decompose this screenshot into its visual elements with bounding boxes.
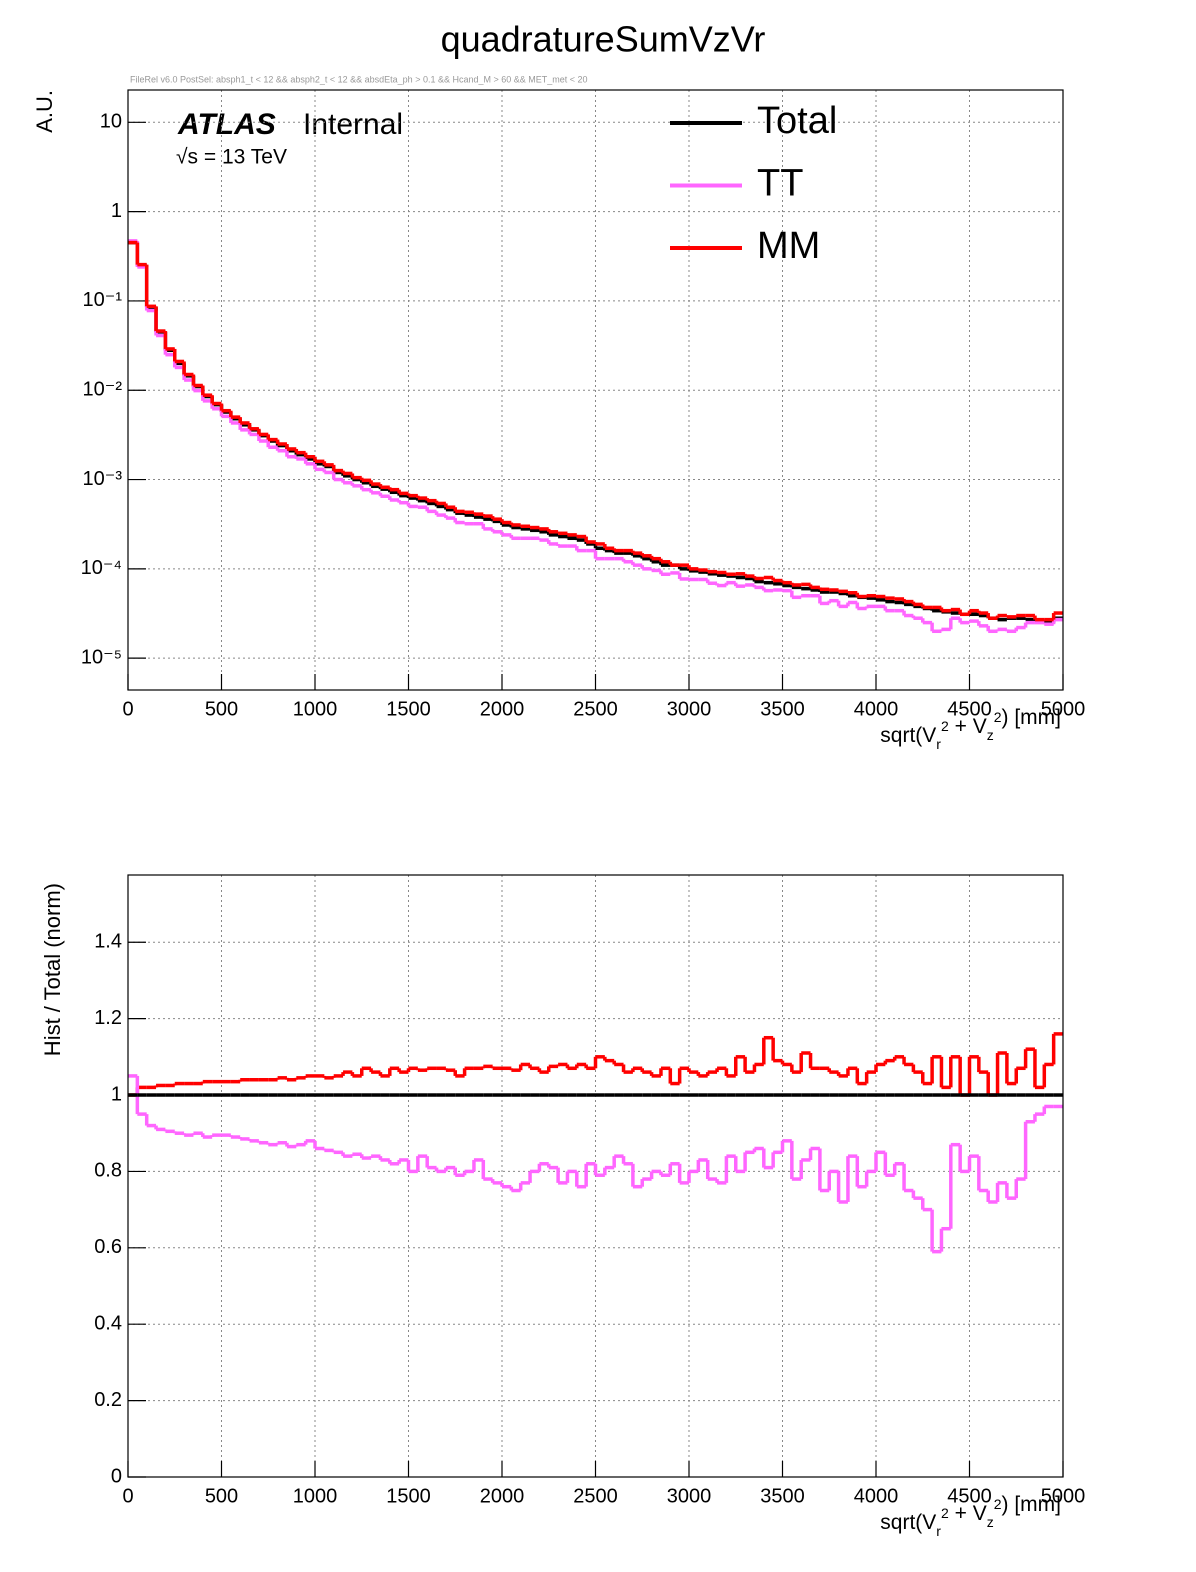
x-tick-label: 1500 bbox=[386, 698, 431, 720]
y-tick-label: 1 bbox=[111, 1083, 122, 1105]
x-tick-label: 1000 bbox=[293, 1485, 338, 1507]
x-tick-label: 0 bbox=[122, 1485, 133, 1507]
legend-label: Total bbox=[757, 100, 837, 142]
y-tick-label: 10⁻⁵ bbox=[81, 646, 122, 668]
x-axis-label: sqrt(Vr2 + Vz2) [mm] bbox=[880, 1493, 1061, 1539]
y-tick-label: 1.4 bbox=[94, 931, 122, 953]
y-axis-label: Hist / Total (norm) bbox=[40, 883, 65, 1056]
chart-subtitle: FileRel v6.0 PostSel: absph1_t < 12 && a… bbox=[130, 74, 588, 84]
y-tick-label: 10⁻¹ bbox=[83, 289, 123, 311]
plot-frame bbox=[127, 874, 1064, 1478]
x-tick-label: 3500 bbox=[760, 1485, 805, 1507]
y-tick-label: 0.6 bbox=[94, 1236, 122, 1258]
legend-label: MM bbox=[757, 225, 820, 267]
histogram-series bbox=[128, 240, 1063, 622]
x-tick-label: 3500 bbox=[760, 698, 805, 720]
x-tick-label: 5000 bbox=[1041, 1485, 1086, 1507]
x-tick-label: 2000 bbox=[480, 698, 525, 720]
x-tick-label: 0 bbox=[122, 698, 133, 720]
y-axis-label: A.U. bbox=[32, 90, 57, 133]
internal-label: Internal bbox=[303, 108, 403, 141]
x-tick-label: 3000 bbox=[667, 698, 712, 720]
plot-frame bbox=[127, 89, 1064, 691]
y-tick-label: 10⁻⁴ bbox=[81, 557, 122, 579]
x-tick-label: 4000 bbox=[854, 698, 899, 720]
y-tick-label: 0 bbox=[111, 1465, 122, 1487]
x-tick-label: 500 bbox=[205, 698, 238, 720]
x-tick-label: 1000 bbox=[293, 698, 338, 720]
y-tick-label: 1 bbox=[111, 200, 122, 222]
x-tick-label: 2500 bbox=[573, 698, 618, 720]
x-tick-label: 1500 bbox=[386, 1485, 431, 1507]
x-tick-label: 5000 bbox=[1041, 698, 1086, 720]
histogram-series bbox=[128, 1032, 1063, 1097]
y-tick-label: 0.8 bbox=[94, 1160, 122, 1182]
y-tick-label: 1.2 bbox=[94, 1007, 122, 1029]
x-tick-label: 500 bbox=[205, 1485, 238, 1507]
energy-label: √s = 13 TeV bbox=[176, 146, 287, 169]
histogram-series bbox=[128, 1074, 1063, 1254]
atlas-label: ATLAS bbox=[177, 108, 276, 141]
x-tick-label: 2000 bbox=[480, 1485, 525, 1507]
chart-title: quadratureSumVzVr bbox=[441, 19, 766, 60]
y-tick-label: 10 bbox=[100, 111, 122, 133]
x-tick-label: 2500 bbox=[573, 1485, 618, 1507]
x-axis-label: sqrt(Vr2 + Vz2) [mm] bbox=[880, 706, 1061, 752]
y-tick-label: 0.2 bbox=[94, 1389, 122, 1411]
y-tick-label: 10⁻³ bbox=[83, 468, 123, 490]
x-tick-label: 4500 bbox=[947, 698, 992, 720]
y-tick-label: 0.4 bbox=[94, 1312, 122, 1334]
x-tick-label: 4500 bbox=[947, 1485, 992, 1507]
x-tick-label: 4000 bbox=[854, 1485, 899, 1507]
y-tick-label: 10⁻² bbox=[83, 379, 123, 401]
x-tick-label: 3000 bbox=[667, 1485, 712, 1507]
legend-label: TT bbox=[757, 163, 803, 205]
